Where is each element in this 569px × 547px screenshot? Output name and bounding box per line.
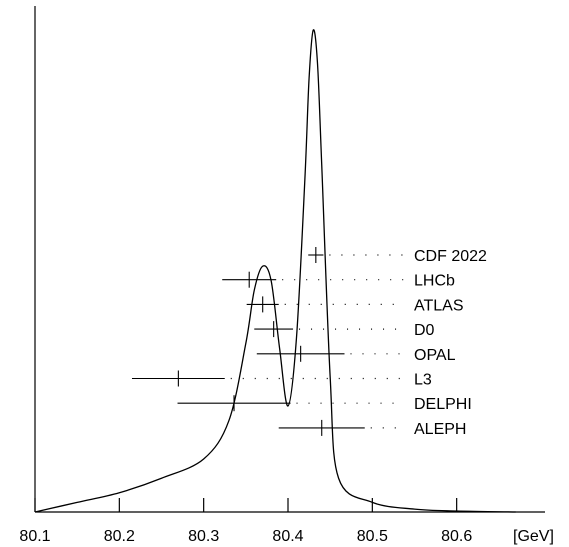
experiment-label: DELPHI (414, 396, 472, 413)
experiment-label: L3 (414, 372, 432, 389)
x-tick-label: 80.2 (104, 528, 135, 545)
measurement-row: ALEPH (278, 419, 466, 438)
x-unit-label: [GeV] (513, 528, 554, 545)
measurement-row: D0 (254, 321, 435, 339)
likelihood-curve (34, 29, 516, 513)
experiment-label: ATLAS (414, 297, 464, 314)
measurement-row: L3 (131, 370, 432, 389)
experiment-label: LHCb (414, 273, 455, 290)
x-tick-label: 80.5 (357, 528, 388, 545)
x-tick-label: 80.1 (19, 528, 50, 545)
experiment-label: OPAL (414, 347, 456, 364)
measurement-row: CDF 2022 (308, 247, 487, 265)
experiment-label: CDF 2022 (414, 248, 487, 265)
measurement-row: ATLAS (246, 296, 464, 314)
measurement-row: LHCb (222, 271, 455, 290)
measurement-row: DELPHI (177, 395, 472, 413)
experiment-label: D0 (414, 322, 435, 339)
experiment-label: ALEPH (414, 421, 466, 438)
x-ticks: 80.1 80.2 80.3 80.4 80.5 80.6 (19, 498, 472, 545)
x-tick-label: 80.4 (272, 528, 303, 545)
axes (34, 6, 545, 513)
measurements-layer: CDF 2022 LHCb ATLAS D0 OPAL L3 DELPHI ALEPH (131, 247, 487, 438)
x-tick-label: 80.3 (188, 528, 219, 545)
likelihood-curve-layer (34, 29, 516, 513)
x-tick-label: 80.6 (441, 528, 472, 545)
measurement-row: OPAL (256, 345, 456, 364)
